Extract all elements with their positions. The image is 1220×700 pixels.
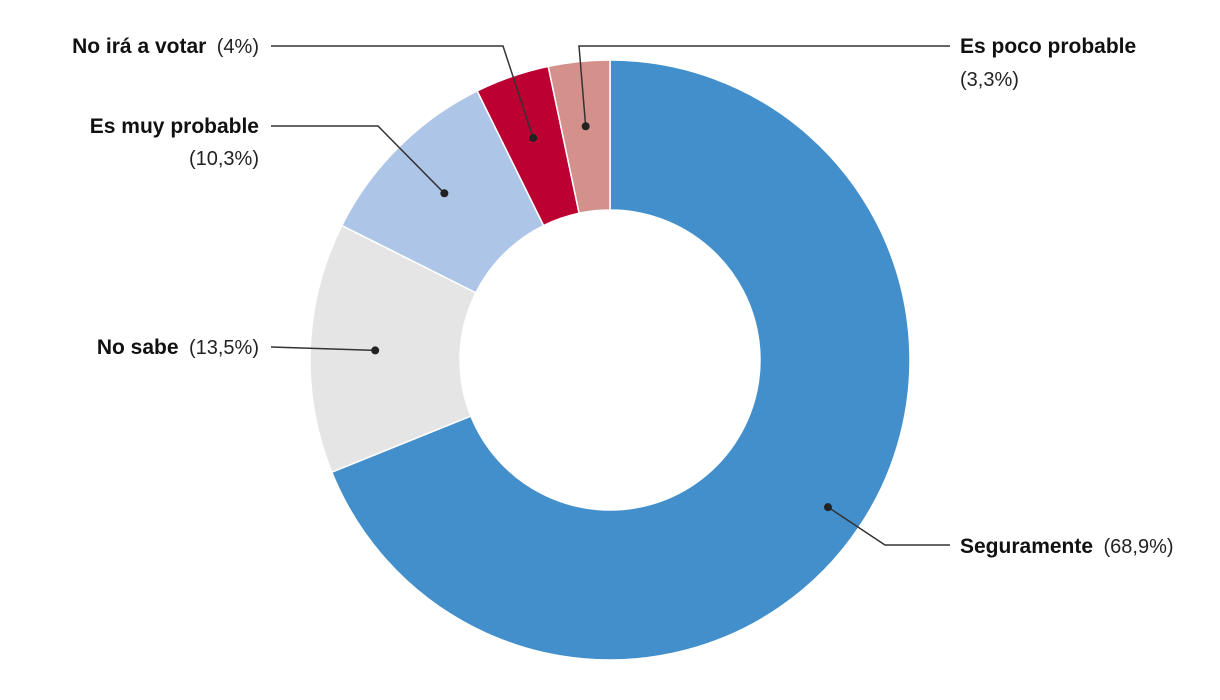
label-seguramente-value: (68,9%) xyxy=(1104,536,1174,558)
leader-dot-no-ira-a-votar xyxy=(529,133,538,142)
label-es-muy-probable-name: Es muy probable xyxy=(90,115,259,138)
slice-seguramente xyxy=(330,59,911,661)
leader-dot-es-muy-probable xyxy=(440,189,449,198)
leader-line-es-poco-probable xyxy=(578,45,950,127)
leader-line-no-sabe xyxy=(270,346,376,352)
leader-dot-no-sabe xyxy=(371,346,380,355)
slice-no-sabe xyxy=(309,224,477,474)
label-seguramente-name: Seguramente xyxy=(960,535,1093,558)
leader-line-es-muy-probable xyxy=(271,125,445,194)
leader-lines xyxy=(270,45,950,546)
label-no-sabe: No sabe (13,5%) xyxy=(97,336,259,359)
label-no-ira-a-votar: No irá a votar (4%) xyxy=(72,35,259,58)
donut-slices xyxy=(309,59,911,661)
leader-dot-es-poco-probable xyxy=(581,122,590,131)
label-es-muy-probable-value: (10,3%) xyxy=(189,148,259,170)
label-es-poco-probable-value: (3,3%) xyxy=(960,69,1019,91)
label-no-ira-a-votar-value: (4%) xyxy=(217,36,259,58)
slice-es-poco-probable xyxy=(547,59,611,215)
leader-dot-seguramente xyxy=(823,503,832,512)
label-es-poco-probable-name: Es poco probable xyxy=(960,35,1136,58)
label-no-sabe-name: No sabe xyxy=(97,336,179,359)
label-seguramente: Seguramente (68,9%) xyxy=(960,535,1174,558)
label-no-sabe-value: (13,5%) xyxy=(189,337,259,359)
leader-line-seguramente xyxy=(827,506,950,546)
label-no-ira-a-votar-name: No irá a votar xyxy=(72,35,206,58)
leader-line-no-ira-a-votar xyxy=(271,45,534,139)
